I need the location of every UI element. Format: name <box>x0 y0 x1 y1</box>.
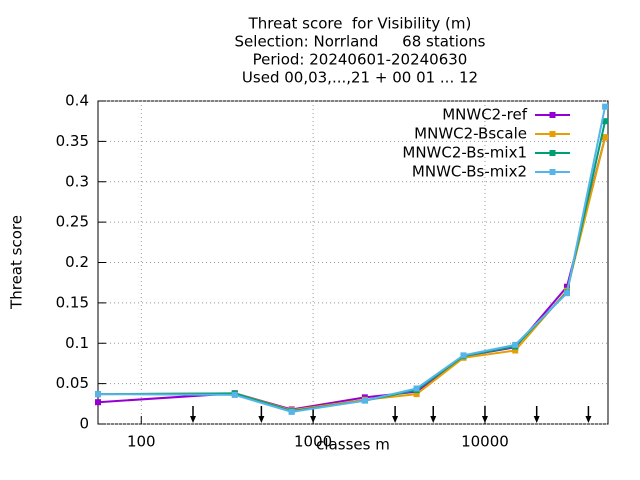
arrow-head <box>258 416 265 423</box>
legend-label: MNWC2-Bs-mix1 <box>402 144 527 162</box>
y-tick-label: 0.3 <box>65 172 89 190</box>
y-tick-label: 0.4 <box>65 92 89 110</box>
chart-title: Threat score for Visibility (m) <box>248 15 472 33</box>
x-tick-label: 10000 <box>461 433 509 451</box>
arrow-head <box>310 416 317 423</box>
arrow-head <box>481 416 488 423</box>
x-tick-label: 100 <box>127 433 156 451</box>
point <box>602 103 609 110</box>
y-tick-label: 0.15 <box>56 293 89 311</box>
y-axis-label: Threat score <box>8 215 26 310</box>
legend-label: MNWC2-Bscale <box>414 125 527 143</box>
chart-title: Used 00,03,...,21 + 00 01 ... 12 <box>242 69 478 87</box>
legend-marker <box>549 169 556 175</box>
point <box>231 391 238 398</box>
arrow-head <box>392 416 399 423</box>
point <box>413 391 420 398</box>
legend-marker <box>549 112 556 118</box>
point <box>413 385 420 392</box>
series-line <box>97 137 607 412</box>
y-tick-label: 0.35 <box>56 132 89 150</box>
arrow-head <box>430 416 437 423</box>
chart-title: Period: 20240601-20240630 <box>253 51 468 69</box>
point <box>460 352 467 359</box>
arrow-head <box>585 416 592 423</box>
y-tick-label: 0 <box>79 415 89 433</box>
chart-title: Selection: Norrland 68 stations <box>235 33 486 51</box>
y-tick-label: 0.25 <box>56 213 89 231</box>
arrow-head <box>190 416 197 423</box>
arrow-head <box>533 416 540 423</box>
legend-marker <box>549 150 556 156</box>
series-line <box>97 137 607 411</box>
series-line <box>97 120 607 413</box>
point <box>95 399 101 406</box>
point <box>602 134 609 141</box>
y-tick-label: 0.05 <box>56 374 89 392</box>
legend-marker <box>549 131 556 137</box>
x-tick-label: 1000 <box>294 433 332 451</box>
x-axis-label: classes m <box>316 436 390 454</box>
point <box>512 347 519 354</box>
point <box>563 290 570 297</box>
series-line <box>97 106 607 413</box>
y-tick-label: 0.2 <box>65 253 89 271</box>
point <box>361 397 368 404</box>
legend-label: MNWC2-ref <box>442 106 527 124</box>
y-tick-label: 0.1 <box>65 334 89 352</box>
point <box>602 118 609 125</box>
legend-label: MNWC-Bs-mix2 <box>412 163 527 181</box>
point <box>95 391 101 398</box>
point <box>288 408 295 415</box>
point <box>512 341 519 348</box>
